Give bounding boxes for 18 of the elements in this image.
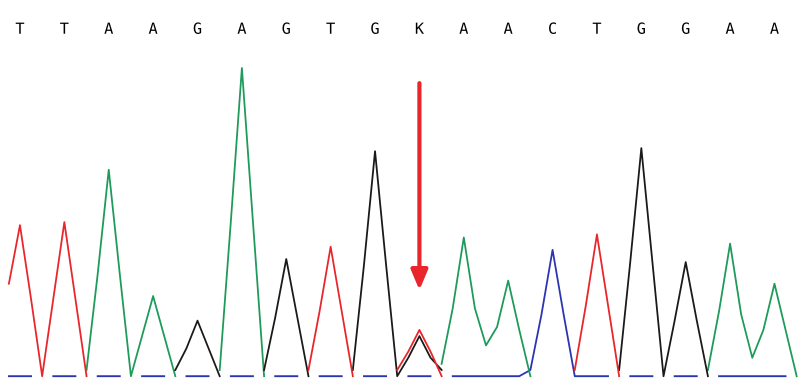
x-tick-label: G — [371, 22, 379, 34]
x-tick-label: G — [282, 22, 290, 34]
x-tick-label: A — [459, 22, 468, 34]
x-tick-label: A — [148, 22, 158, 34]
x-tick-label: K — [416, 22, 424, 34]
x-tick-label: A — [238, 22, 246, 34]
x-tick-label: T — [326, 22, 335, 34]
x-tick-label: G — [682, 22, 690, 34]
x-tick-label: G — [637, 22, 645, 34]
x-tick-label: C — [549, 22, 556, 34]
x-tick-label: T — [592, 22, 602, 34]
x-tick-label: A — [504, 22, 513, 34]
x-tick-label: T — [60, 22, 69, 34]
x-tick-label: A — [104, 22, 114, 34]
x-tick-label: A — [726, 22, 734, 34]
x-tick-label: G — [194, 22, 202, 34]
x-tick-label: A — [770, 22, 779, 34]
x-tick-label: T — [16, 22, 24, 34]
